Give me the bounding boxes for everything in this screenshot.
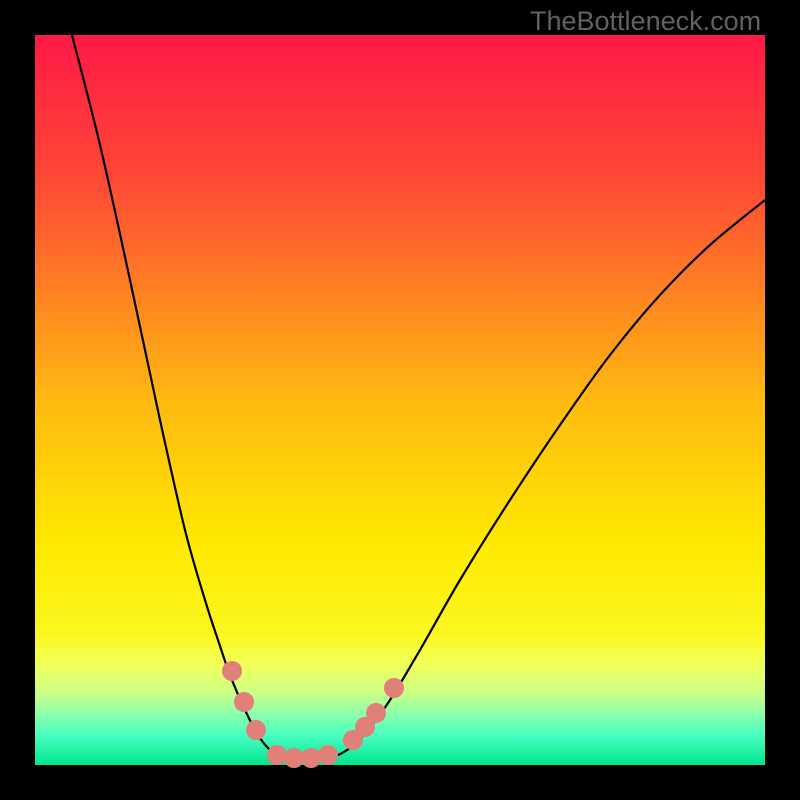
- bottleneck-curve: [72, 35, 765, 762]
- chart-frame: TheBottleneck.com: [0, 0, 800, 800]
- data-point: [222, 661, 242, 681]
- data-point: [366, 703, 386, 723]
- data-point: [234, 692, 254, 712]
- data-point: [318, 745, 338, 765]
- data-point: [384, 678, 404, 698]
- data-point: [246, 720, 266, 740]
